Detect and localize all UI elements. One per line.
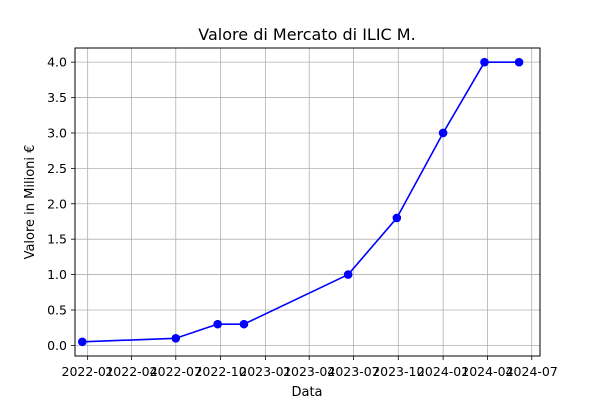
data-point: [78, 337, 87, 347]
data-point: [480, 57, 489, 67]
y-tick-label: 3.0: [47, 125, 67, 140]
y-tick-label: 1.5: [47, 232, 67, 247]
x-axis-label: Data: [291, 385, 322, 400]
y-tick-label: 4.0: [47, 55, 67, 70]
data-point: [213, 319, 222, 329]
data-point: [514, 57, 524, 67]
series-line: [82, 61, 520, 343]
x-tick-label: 2024-04: [461, 364, 513, 379]
y-tick-label: 2.5: [47, 161, 67, 176]
x-tick-label: 2022-01: [62, 364, 114, 379]
chart-title: Valore di Mercato di ILIC M.: [198, 25, 415, 44]
x-tick-label: 2022-07: [150, 364, 202, 379]
plot-frame: [74, 47, 541, 357]
x-tick-label: 2022-04: [105, 364, 157, 379]
x-tick-label: 2023-04: [283, 364, 335, 379]
y-tick-label: 3.5: [47, 90, 67, 105]
data-point: [438, 128, 448, 138]
data-point: [343, 270, 353, 279]
grid: [75, 48, 540, 356]
x-tick-label: 2023-01: [239, 364, 291, 379]
y-tick-label: 2.0: [47, 196, 67, 211]
data-point: [392, 213, 402, 223]
y-tick-label: 0.5: [47, 302, 67, 317]
y-axis-label: Valore in Milioni €: [23, 145, 38, 260]
y-tick-label: 0.0: [47, 338, 67, 353]
series-layer: [78, 57, 524, 347]
x-tick-label: 2023-10: [372, 364, 424, 379]
x-tick-label: 2024-07: [506, 364, 558, 379]
x-tick-label: 2022-10: [194, 364, 246, 379]
axis-ticks: 2022-012022-042022-072022-102023-012023-…: [47, 55, 558, 379]
data-point: [171, 333, 181, 343]
x-tick-label: 2024-01: [417, 364, 469, 379]
y-tick-label: 1.0: [47, 267, 67, 282]
data-point: [239, 319, 249, 329]
x-tick-label: 2023-07: [327, 364, 379, 379]
